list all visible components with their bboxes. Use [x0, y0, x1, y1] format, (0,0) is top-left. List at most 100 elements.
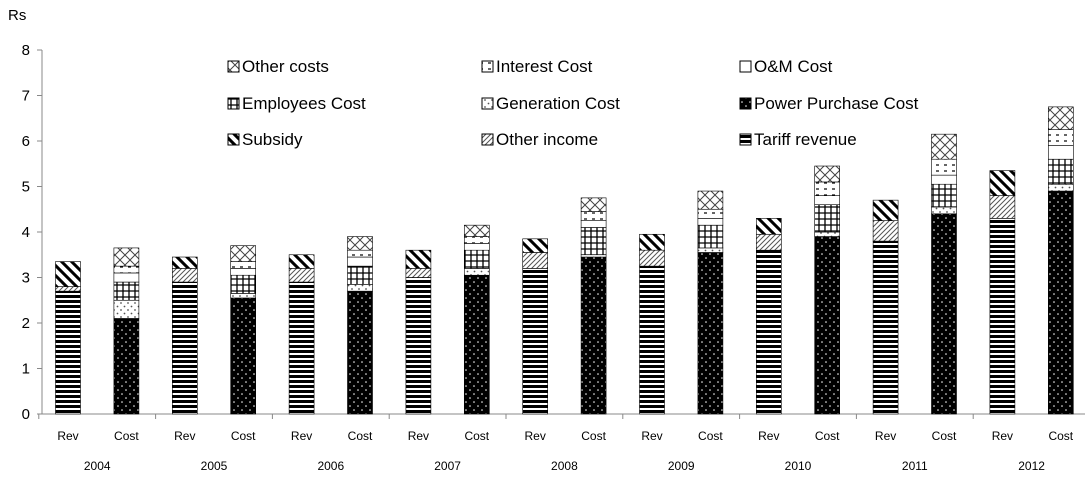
- x-label-cost: Cost: [1048, 429, 1073, 443]
- bar-segment-tariff-revenue: [172, 281, 198, 415]
- x-year-label: 2012: [1018, 459, 1045, 473]
- legend-label-generation-cost: Generation Cost: [496, 94, 620, 113]
- bar-segment-other-costs: [1048, 106, 1074, 130]
- bar-segment-tariff-revenue: [639, 265, 665, 415]
- x-year-label: 2007: [434, 459, 461, 473]
- bar-segment-tariff-revenue: [989, 218, 1016, 415]
- bar-segment-interest-cost: [347, 249, 373, 258]
- bar-segment-generation-cost: [580, 254, 607, 258]
- bar-segment-generation-cost: [463, 268, 490, 276]
- bar-segment-other-costs: [113, 247, 140, 267]
- x-year-label: 2005: [201, 459, 228, 473]
- x-year-label: 2011: [902, 459, 928, 473]
- bar-segment-other-income: [55, 286, 81, 292]
- x-year-label: 2004: [84, 459, 111, 473]
- bar-segment-employees-cost: [463, 249, 490, 269]
- bar-segment-employees-cost: [931, 183, 957, 208]
- x-label-rev: Rev: [992, 429, 1013, 443]
- x-label-rev: Rev: [57, 429, 78, 443]
- bar-segment-subsidy: [55, 261, 81, 287]
- y-tick-label: 7: [22, 88, 30, 105]
- bar-segment-other-income: [522, 252, 549, 269]
- bar-segment-generation-cost: [230, 293, 256, 299]
- bar-segment-interest-cost: [463, 236, 490, 244]
- bar-segment-other-income: [172, 268, 198, 283]
- x-label-rev: Rev: [641, 429, 662, 443]
- bar-segment-employees-cost: [1048, 158, 1074, 185]
- bar-segment-employees-cost: [113, 281, 140, 301]
- bar-segment-generation-cost: [113, 299, 140, 319]
- bar-segment-employees-cost: [697, 224, 724, 249]
- legend-label-power-purchase-cost: Power Purchase Cost: [754, 94, 919, 113]
- bar-segment-employees-cost: [347, 265, 373, 285]
- bar-segment-oandm-cost: [580, 220, 607, 228]
- bar-segment-power-purchase-cost: [1048, 190, 1074, 415]
- bar-segment-power-purchase-cost: [580, 256, 607, 415]
- bar-segment-other-income: [755, 233, 782, 251]
- bar-segment-interest-cost: [580, 211, 607, 221]
- x-label-cost: Cost: [348, 429, 373, 443]
- x-label-cost: Cost: [464, 429, 489, 443]
- legend-label-interest-cost: Interest Cost: [496, 57, 593, 76]
- legend-swatch-employees-cost: [227, 97, 240, 110]
- legend-label-subsidy: Subsidy: [242, 130, 303, 149]
- bar-segment-oandm-cost: [463, 243, 490, 251]
- legend-label-other-costs: Other costs: [242, 57, 329, 76]
- bar-segment-power-purchase-cost: [814, 236, 841, 415]
- bar-segment-power-purchase-cost: [463, 274, 490, 415]
- x-year-label: 2006: [317, 459, 344, 473]
- x-label-cost: Cost: [231, 429, 256, 443]
- bar-segment-subsidy: [172, 256, 198, 269]
- bar-segment-other-income: [405, 268, 432, 278]
- bar-segment-tariff-revenue: [405, 277, 432, 415]
- legend-swatch-power-purchase-cost: [739, 97, 752, 110]
- bar-segment-interest-cost: [697, 208, 724, 219]
- bar-segment-other-costs: [230, 245, 256, 262]
- bar-segment-oandm-cost: [230, 268, 256, 276]
- legend-swatch-other-income: [481, 133, 494, 146]
- x-label-cost: Cost: [815, 429, 840, 443]
- bar-segment-interest-cost: [931, 158, 957, 176]
- y-unit-label: Rs: [8, 7, 26, 24]
- y-tick-label: 3: [22, 270, 30, 287]
- y-tick-label: 8: [22, 42, 30, 59]
- bar-segment-tariff-revenue: [288, 281, 315, 415]
- bar-segment-oandm-cost: [814, 195, 841, 206]
- bar-segment-tariff-revenue: [55, 290, 81, 415]
- x-label-rev: Rev: [291, 429, 312, 443]
- bar-segment-generation-cost: [931, 206, 957, 215]
- bar-segment-interest-cost: [230, 261, 256, 269]
- bar-segment-generation-cost: [347, 284, 373, 292]
- bar-segment-subsidy: [989, 170, 1016, 196]
- y-tick-label: 5: [22, 179, 30, 196]
- x-label-rev: Rev: [408, 429, 429, 443]
- bar-segment-other-costs: [931, 133, 957, 160]
- bar-segment-subsidy: [872, 199, 899, 221]
- bar-segment-employees-cost: [814, 204, 841, 233]
- legend-swatch-oandm-cost: [739, 60, 752, 73]
- y-tick-label: 4: [22, 224, 30, 241]
- bar-segment-interest-cost: [113, 265, 140, 274]
- x-label-rev: Rev: [875, 429, 896, 443]
- bar-segment-subsidy: [522, 238, 549, 253]
- x-label-rev: Rev: [174, 429, 195, 443]
- legend-swatch-tariff-revenue: [739, 133, 752, 146]
- legend-swatch-generation-cost: [481, 97, 494, 110]
- bar-segment-interest-cost: [1048, 129, 1074, 146]
- bar-segment-oandm-cost: [1048, 145, 1074, 160]
- x-year-label: 2010: [785, 459, 812, 473]
- x-label-cost: Cost: [698, 429, 723, 443]
- y-tick-label: 0: [22, 406, 30, 423]
- bar-segment-employees-cost: [230, 274, 256, 294]
- bar-segment-power-purchase-cost: [697, 252, 724, 415]
- bar-segment-generation-cost: [1048, 183, 1074, 192]
- x-year-label: 2008: [551, 459, 578, 473]
- bar-segment-oandm-cost: [931, 174, 957, 185]
- bar-segment-subsidy: [639, 233, 665, 251]
- bar-segment-subsidy: [755, 218, 782, 235]
- y-tick-label: 2: [22, 315, 30, 332]
- bar-segment-tariff-revenue: [522, 268, 549, 415]
- bar-segment-other-costs: [814, 165, 841, 183]
